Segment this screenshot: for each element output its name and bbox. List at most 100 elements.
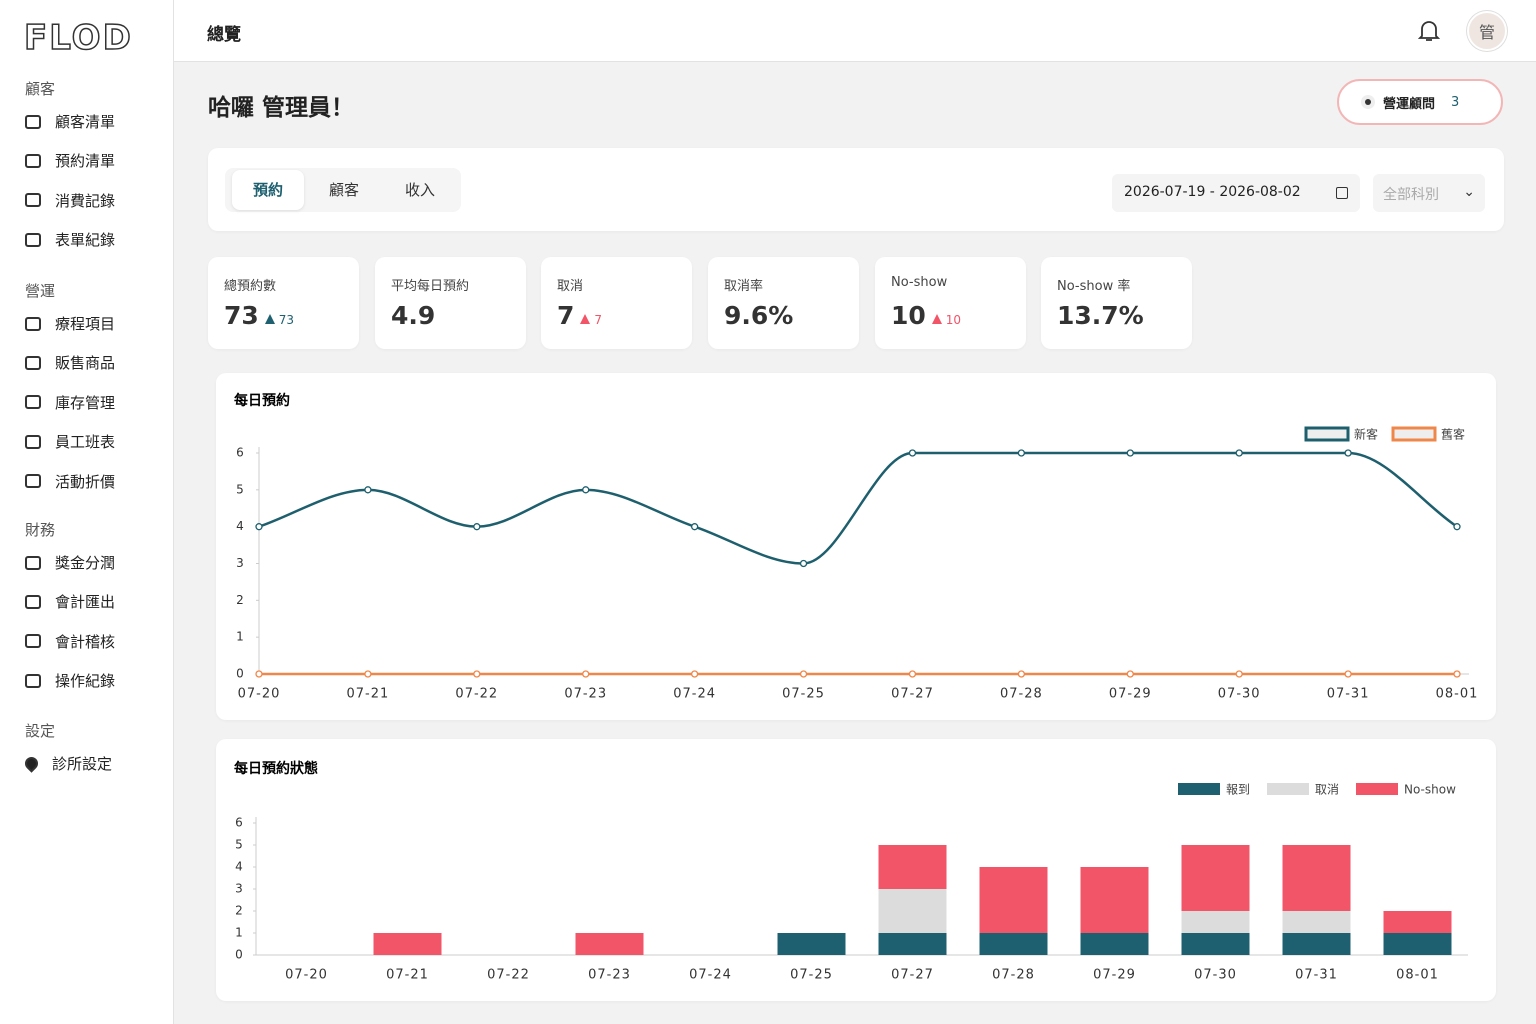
date-range[interactable]: 2026-07-19 - 2026-08-02: [1112, 174, 1360, 212]
x-tick-label: 08-01: [1436, 687, 1479, 702]
up-arrow: [580, 314, 591, 324]
point: [364, 670, 372, 678]
kpi-label: No-show: [891, 275, 948, 290]
kpi-label: 總預約數: [224, 279, 277, 294]
point: [799, 559, 808, 568]
kpi-card: 平均每日預約 4.9: [375, 257, 526, 349]
nav-label: 庫存管理: [55, 393, 116, 412]
bar-segment: [1181, 911, 1250, 933]
nav-icon: [25, 434, 41, 449]
nav-item[interactable]: 預約清單: [25, 150, 115, 171]
x-tick-label: 07-23: [564, 687, 607, 702]
y-tick-label: 6: [235, 816, 243, 830]
point: [1453, 523, 1461, 531]
kpi-delta: 7: [580, 313, 602, 327]
kpi-card: 取消 7 7: [541, 257, 692, 349]
kpi-value: 7: [557, 301, 575, 330]
section-title: 財務: [25, 521, 56, 539]
y-tick-label: 1: [235, 926, 243, 940]
y-tick-label: 5: [236, 482, 244, 496]
kpi-delta-value: 10: [945, 313, 962, 327]
point: [473, 670, 481, 678]
bar-segment: [979, 933, 1048, 955]
bar-segment: [878, 845, 947, 889]
nav-icon: [25, 673, 41, 688]
bar-segment: [373, 933, 442, 955]
point: [1344, 449, 1352, 457]
y-tick-label: 3: [235, 882, 243, 896]
kpi-label: 平均每日預約: [391, 279, 470, 294]
avatar[interactable]: 管: [1467, 11, 1507, 51]
x-tick-label: 07-24: [673, 687, 716, 702]
kpi-delta-value: 73: [278, 313, 295, 327]
nav-label: 販售商品: [55, 354, 116, 373]
x-tick-label: 07-28: [992, 968, 1035, 983]
bell-icon[interactable]: [1418, 19, 1440, 43]
x-tick-label: 07-20: [285, 968, 328, 983]
kpi-value-row: 9.6%: [724, 301, 793, 330]
point: [1235, 449, 1243, 457]
nav-item[interactable]: 獎金分潤: [25, 552, 115, 573]
nav-label: 操作紀錄: [55, 672, 116, 691]
kpi-value-row: 73 73: [224, 301, 294, 330]
nav-item[interactable]: 診所設定: [22, 753, 113, 774]
chart: 每日預約狀態 0 1 2 3 4 5 6 07-20 07-21 07-22 07-23 07-24 07…: [234, 760, 1468, 983]
nav-icon: [25, 193, 41, 208]
bar-segment: [1181, 845, 1250, 911]
kpi-delta-value: 7: [594, 313, 603, 327]
tab[interactable]: 收入: [404, 181, 435, 199]
bar-segment: [878, 933, 947, 955]
kpi-card: 取消率 9.6%: [708, 257, 859, 349]
nav-label: 活動折價: [55, 472, 116, 491]
nav-item[interactable]: 活動折價: [25, 471, 115, 492]
nav-label: 診所設定: [52, 755, 113, 773]
tab[interactable]: 預約: [232, 170, 304, 210]
nav-item[interactable]: 消費記錄: [25, 190, 115, 211]
nav-item[interactable]: 療程項目: [25, 313, 115, 334]
nav-item[interactable]: 庫存管理: [25, 392, 115, 413]
department-select[interactable]: 全部科別 ⌄: [1373, 174, 1485, 212]
kpi-label: No-show 率: [1057, 279, 1131, 294]
date-text: 2026-07-19 - 2026-08-02: [1124, 184, 1301, 200]
nav-icon: [25, 232, 41, 247]
line-series: [258, 451, 1458, 565]
tab[interactable]: 顧客: [328, 181, 359, 199]
nav-icon: [25, 395, 41, 410]
nav-item[interactable]: 會計稽核: [25, 631, 115, 652]
x-tick-label: 07-31: [1327, 687, 1370, 702]
nav-label: 會計匯出: [55, 593, 116, 612]
x-tick-label: 07-21: [386, 968, 429, 983]
kpi-card: 總預約數 73 73: [208, 257, 359, 349]
nav-icon: [25, 316, 41, 331]
legend-swatch: [1267, 783, 1309, 795]
nav-item[interactable]: 顧客清單: [25, 111, 115, 132]
nav-item[interactable]: 表單紀錄: [25, 229, 115, 250]
up-arrow: [264, 314, 275, 324]
kpi-value: 4.9: [391, 301, 436, 330]
point: [690, 670, 699, 678]
point: [255, 670, 263, 678]
x-tick-label: 07-22: [455, 687, 498, 702]
page-title: 總覽: [207, 25, 241, 45]
nav-item[interactable]: 員工班表: [25, 431, 115, 452]
bar-segment: [575, 933, 644, 955]
point: [582, 670, 590, 678]
nav-label: 預約清單: [55, 152, 116, 171]
kpi-delta: 10: [931, 313, 962, 327]
legend-swatch: [1178, 783, 1220, 795]
x-tick-label: 07-28: [1000, 687, 1043, 702]
nav-item[interactable]: 操作紀錄: [25, 670, 115, 691]
legend-label: 取消: [1315, 783, 1339, 797]
calendar-icon: [1336, 187, 1348, 199]
badge-label: 營運顧問: [1383, 96, 1436, 112]
legend-swatch: [1391, 426, 1437, 442]
y-tick-label: 4: [236, 519, 244, 533]
nav-item[interactable]: 販售商品: [25, 352, 115, 373]
nav-item[interactable]: 會計匯出: [25, 591, 115, 612]
x-tick-label: 08-01: [1396, 968, 1439, 983]
role-badge[interactable]: 營運顧問 3: [1337, 79, 1503, 125]
legend-label: No-show: [1404, 783, 1456, 797]
x-tick-label: 07-22: [487, 968, 530, 983]
nav-label: 獎金分潤: [55, 554, 116, 572]
nav-icon: [25, 474, 41, 489]
